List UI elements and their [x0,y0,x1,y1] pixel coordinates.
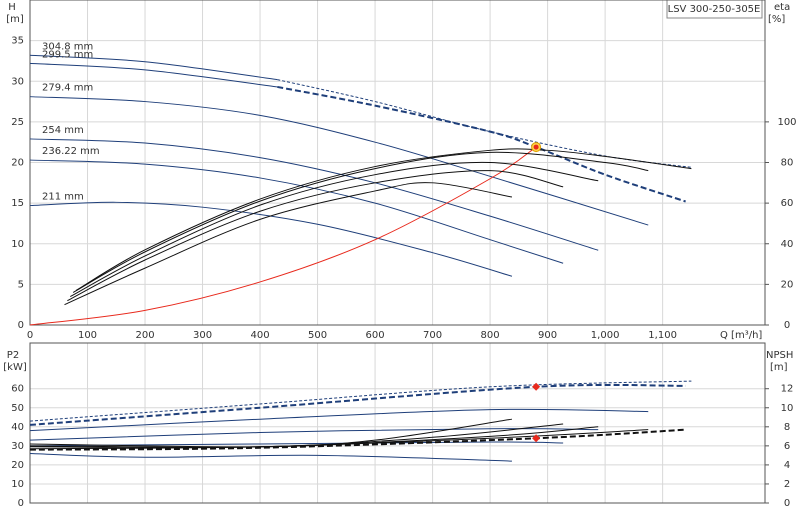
chart-title: LSV 300-250-305E [668,4,761,15]
y2-tick-label: 0 [784,320,790,331]
x-tick-label: 1,000 [591,330,620,341]
x-tick-label: 400 [251,330,270,341]
curve-label: 236.22 mm [42,146,100,157]
y2-axis-unit: [m] [770,362,788,373]
curve [29,201,513,277]
curve [67,170,564,302]
curve [277,85,686,203]
curve [29,54,278,81]
curve [72,151,649,293]
y-axis-unit: [kW] [3,362,27,373]
curve [29,138,599,251]
y2-tick-label: 80 [781,158,794,169]
curve [29,452,512,462]
curve [29,62,278,88]
y2-tick-label: 12 [781,384,794,395]
x-tick-label: 900 [538,330,557,341]
curve [29,383,686,426]
y-tick-label: 5 [18,279,24,290]
plot-frame [29,342,766,504]
y2-axis-label: eta [774,2,790,13]
plot-frame [29,0,766,326]
operating-point [532,434,541,443]
x-axis-label: Q [m³/h] [720,330,762,341]
y2-axis-unit: [%] [768,14,785,25]
y-tick-label: 30 [11,441,24,452]
x-tick-label: 700 [423,330,442,341]
curve [29,159,564,264]
y-tick-label: 20 [11,158,24,169]
curve [29,428,686,451]
y2-tick-label: 8 [784,422,790,433]
y-tick-label: 20 [11,460,24,471]
curve-label: 299.5 mm [42,49,93,60]
y-tick-label: 50 [11,403,24,414]
x-tick-label: 0 [27,330,33,341]
x-tick-label: 600 [366,330,385,341]
y2-tick-label: 100 [777,117,796,128]
curve-label: 211 mm [42,192,84,203]
curve-label: 254 mm [42,125,84,136]
curve-label: 304.8 mm [42,41,93,52]
y2-tick-label: 40 [781,239,794,250]
y-tick-label: 15 [11,198,24,209]
curve [29,428,599,441]
y2-axis-label: NPSH [766,350,793,361]
y-tick-label: 35 [11,36,24,47]
x-tick-label: 1,100 [648,330,677,341]
y2-tick-label: 6 [784,441,790,452]
y-axis-label: P2 [7,350,19,361]
y2-tick-label: 20 [781,279,794,290]
curve [29,408,649,432]
curve [75,148,692,291]
x-tick-label: 200 [135,330,154,341]
y2-tick-label: 4 [784,460,790,471]
operating-point [532,382,541,391]
operating-point-core [533,144,539,150]
curve [29,380,692,422]
curve [29,146,537,326]
y-tick-label: 40 [11,422,24,433]
x-tick-label: 800 [481,330,500,341]
y-tick-label: 10 [11,479,24,490]
y-axis-label: H [8,2,16,13]
y-tick-label: 25 [11,117,24,128]
y-tick-label: 30 [11,76,24,87]
y2-tick-label: 2 [784,479,790,490]
y2-tick-label: 10 [781,403,794,414]
y-tick-label: 0 [18,320,24,331]
title-box [666,0,763,19]
y2-tick-label: 0 [784,498,790,509]
curve [70,161,599,298]
curve [64,182,513,306]
curve [29,96,649,226]
y2-tick-label: 60 [781,198,794,209]
y-axis-unit: [m] [6,14,24,25]
x-tick-label: 500 [308,330,327,341]
curve-label: 279.4 mm [42,83,93,94]
x-tick-label: 300 [193,330,212,341]
y-tick-label: 60 [11,384,24,395]
x-tick-label: 100 [78,330,97,341]
y-tick-label: 10 [11,239,24,250]
y-tick-label: 0 [18,498,24,509]
